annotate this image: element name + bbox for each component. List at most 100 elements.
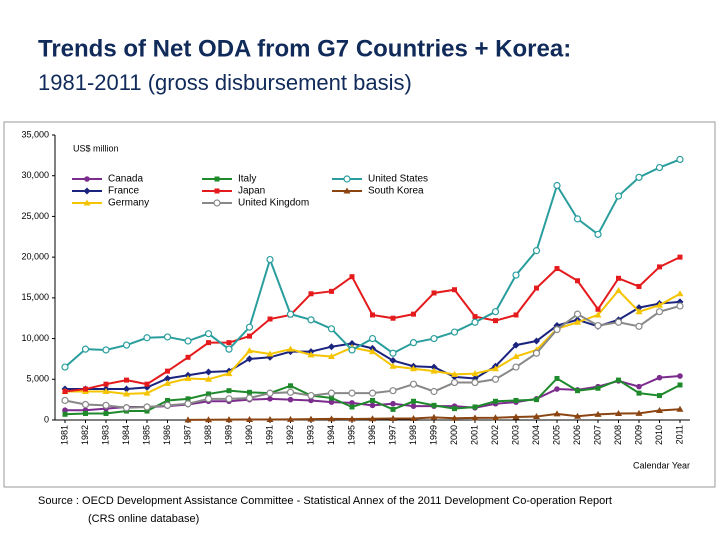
- data-point: [266, 255, 274, 264]
- data-point: [574, 412, 581, 419]
- data-point: [288, 383, 293, 389]
- data-point: [369, 402, 376, 409]
- data-point: [409, 380, 418, 388]
- data-point: [185, 396, 191, 402]
- data-point: [368, 389, 377, 397]
- x-tick-label: 2003: [510, 425, 520, 445]
- data-point: [103, 410, 109, 416]
- data-point: [62, 389, 68, 394]
- x-tick-label: 2001: [469, 425, 479, 445]
- data-point: [225, 395, 233, 403]
- data-point: [636, 283, 642, 289]
- data-point: [451, 414, 458, 421]
- data-point: [328, 352, 335, 359]
- x-tick-label: 2010: [654, 425, 664, 445]
- x-tick-label: 1994: [326, 425, 336, 445]
- data-point: [123, 385, 130, 393]
- data-point: [491, 308, 500, 316]
- chart-title: Trends of Net ODA from G7 Countries + Ko…: [38, 35, 571, 62]
- data-point: [327, 325, 336, 333]
- data-point: [286, 388, 295, 396]
- x-tick-label: 2000: [449, 425, 459, 445]
- data-point: [349, 404, 355, 410]
- data-point: [370, 397, 375, 403]
- data-point: [452, 287, 457, 293]
- data-point: [307, 316, 315, 324]
- data-point: [185, 354, 191, 360]
- data-point: [206, 340, 211, 346]
- data-point: [594, 321, 602, 330]
- x-tick-label: 1985: [141, 425, 151, 445]
- data-point: [451, 370, 458, 377]
- data-point: [614, 192, 623, 200]
- data-point: [164, 374, 171, 382]
- data-point: [102, 388, 110, 394]
- data-point: [431, 402, 437, 408]
- data-point: [143, 389, 151, 396]
- source: Source : OECD Development Assistance Com…: [38, 495, 612, 507]
- data-point: [389, 357, 397, 365]
- data-point: [247, 333, 252, 339]
- data-point: [102, 346, 110, 354]
- data-point: [411, 398, 416, 404]
- data-point: [594, 410, 602, 417]
- x-tick-label: 1996: [367, 425, 377, 445]
- data-point: [657, 393, 662, 399]
- x-tick-label: 2006: [572, 425, 582, 445]
- data-point: [124, 377, 129, 383]
- data-point: [307, 391, 315, 400]
- x-tick-label: 1993: [305, 425, 315, 445]
- data-point: [512, 352, 520, 359]
- data-point: [204, 395, 213, 403]
- data-point: [83, 199, 91, 206]
- data-point: [103, 381, 109, 387]
- legend-label: Canada: [108, 174, 143, 185]
- x-tick-label: 2011: [674, 425, 684, 444]
- data-point: [616, 275, 621, 281]
- y-tick-label: 10,000: [21, 333, 49, 343]
- data-point: [308, 291, 314, 297]
- chart-subtitle: 1981-2011 (gross disbursement basis): [38, 70, 412, 95]
- data-point: [83, 386, 88, 392]
- data-point: [83, 187, 91, 195]
- data-point: [390, 406, 396, 412]
- legend-label: United States: [368, 174, 428, 185]
- data-point: [471, 414, 479, 421]
- data-point: [349, 400, 355, 406]
- data-point: [553, 326, 561, 334]
- y-tick-label: 5,000: [26, 374, 49, 384]
- data-point: [431, 290, 437, 296]
- legend-label: Germany: [108, 198, 149, 209]
- data-point: [615, 287, 622, 294]
- x-tick-label: 2004: [531, 425, 541, 445]
- data-point: [390, 315, 396, 321]
- legend-label: United Kingdom: [238, 198, 309, 209]
- data-point: [206, 391, 211, 397]
- data-point: [205, 416, 212, 423]
- data-point: [245, 323, 254, 331]
- data-point: [308, 397, 314, 404]
- data-point: [615, 409, 622, 416]
- data-point: [430, 387, 438, 396]
- y-tick-label: 25,000: [21, 211, 49, 221]
- data-point: [532, 349, 541, 357]
- data-point: [122, 404, 131, 412]
- data-point: [492, 414, 499, 421]
- data-point: [410, 403, 417, 409]
- data-point: [493, 398, 498, 404]
- data-point: [214, 188, 220, 194]
- data-point: [266, 416, 274, 423]
- data-point: [491, 375, 500, 383]
- data-point: [349, 274, 355, 280]
- data-point: [554, 386, 560, 392]
- data-point: [163, 333, 172, 341]
- legend-box: [68, 168, 463, 212]
- data-point: [225, 370, 233, 377]
- data-point: [430, 363, 438, 371]
- y-tick-label: 15,000: [21, 292, 49, 302]
- data-point: [594, 311, 602, 318]
- data-point: [389, 362, 397, 369]
- x-tick-label: 2008: [613, 425, 623, 445]
